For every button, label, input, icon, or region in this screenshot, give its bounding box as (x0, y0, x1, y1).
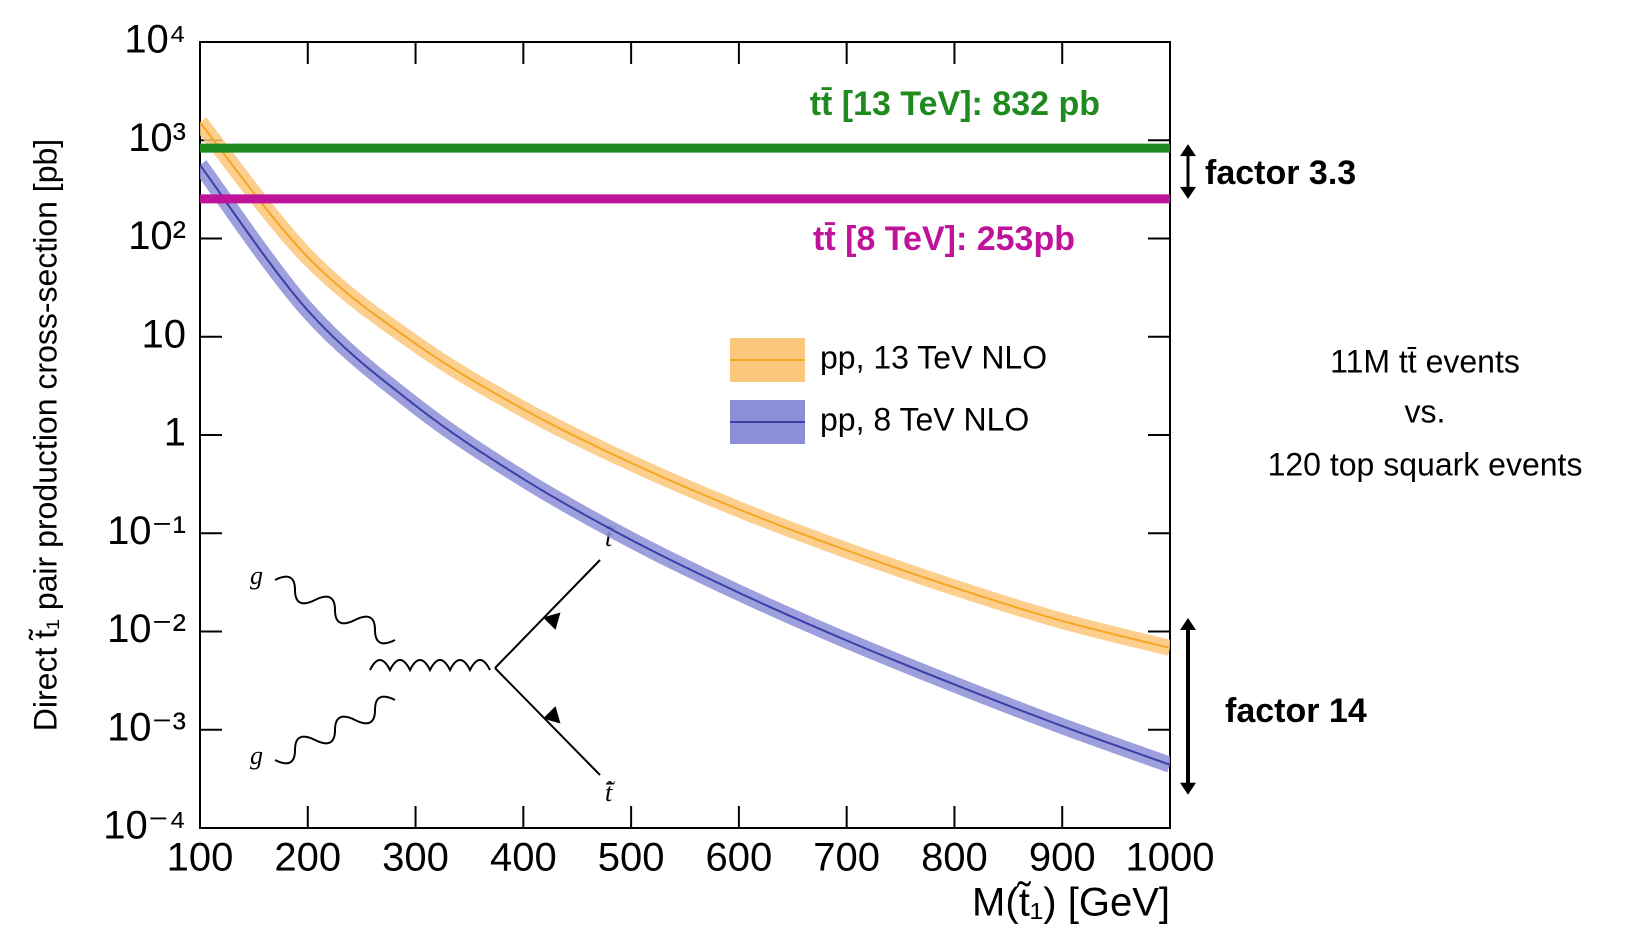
annotation: 11M tt̄ events (1330, 343, 1520, 379)
y-tick-label: 10⁻¹ (107, 509, 186, 553)
diagram-label: g (250, 741, 263, 770)
annotation: vs. (1405, 393, 1446, 429)
legend-label: pp, 13 TeV NLO (820, 339, 1047, 375)
arrow-head (1180, 144, 1196, 157)
y-tick-label: 10⁻³ (107, 705, 186, 749)
x-tick-label: 900 (1029, 836, 1096, 880)
x-tick-label: 400 (490, 836, 557, 880)
x-tick-label: 600 (706, 836, 773, 880)
arrow-head (543, 706, 561, 724)
x-tick-label: 100 (167, 836, 234, 880)
y-tick-label: 10³ (128, 116, 186, 160)
y-tick-label: 10⁻⁴ (103, 804, 186, 848)
antistop-line (494, 667, 601, 776)
arrow-head (1180, 186, 1196, 199)
y-tick-label: 1 (164, 411, 186, 455)
x-tick-label: 700 (813, 836, 880, 880)
x-tick-label: 800 (921, 836, 988, 880)
y-tick-label: 10⁴ (124, 18, 186, 62)
x-tick-label: 1000 (1126, 836, 1215, 880)
arrow-head (1180, 782, 1196, 795)
annotation: factor 14 (1225, 692, 1367, 730)
series-line (200, 164, 1170, 766)
annotation: 120 top squark events (1268, 446, 1583, 482)
x-tick-label: 500 (598, 836, 665, 880)
y-tick-label: 10 (142, 312, 187, 356)
reference-label: tt̄ [13 TeV]: 832 pb (810, 85, 1100, 123)
gluon-line (274, 575, 396, 645)
gluon-line (274, 695, 396, 765)
legend-label: pp, 8 TeV NLO (820, 401, 1029, 437)
stop-line (494, 559, 601, 669)
series-line (200, 121, 1170, 649)
y-axis-label: Direct t̃₁ pair production cross-section… (27, 139, 63, 731)
diagram-label: g (250, 561, 263, 590)
annotation: factor 3.3 (1205, 154, 1356, 192)
y-tick-label: 10² (128, 214, 186, 258)
reference-label: tt̄ [8 TeV]: 253pb (813, 220, 1075, 258)
arrow-head (1180, 617, 1196, 630)
arrow-head (543, 612, 561, 630)
feynman-diagram (274, 559, 601, 776)
gluon-line (369, 659, 491, 673)
x-tick-label: 300 (382, 836, 449, 880)
diagram-label: t̃̄ (605, 778, 616, 807)
y-tick-label: 10⁻² (107, 607, 186, 651)
x-tick-label: 200 (274, 836, 341, 880)
x-axis-label: M(t̃₁) [GeV] (972, 881, 1170, 925)
